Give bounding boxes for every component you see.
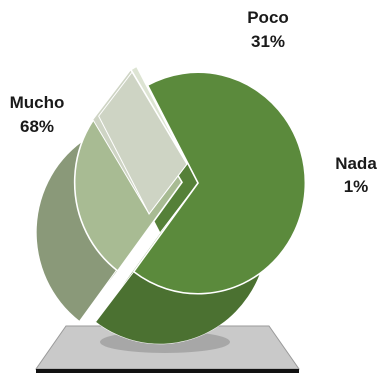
label-poco-pct: 31% [251, 32, 285, 51]
pie-slice-mucho [132, 71, 307, 295]
pie-slice-nada [129, 65, 188, 165]
label-nada-name: Nada [335, 154, 377, 173]
label-mucho-name: Mucho [10, 93, 65, 112]
label-poco-name: Poco [247, 8, 289, 27]
label-nada-pct: 1% [344, 177, 369, 196]
pie-labels: Poco 31% Mucho 68% Nada 1% [10, 8, 378, 196]
label-mucho-pct: 68% [20, 117, 54, 136]
pie-slices [36, 65, 307, 345]
pedestal-base [36, 369, 299, 373]
